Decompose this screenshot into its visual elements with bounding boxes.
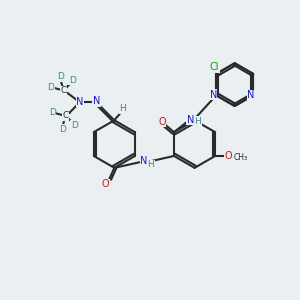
Text: D: D: [57, 72, 64, 81]
Text: N: N: [209, 90, 217, 100]
Text: D: D: [49, 108, 56, 117]
Text: N: N: [93, 96, 100, 106]
Text: H: H: [194, 117, 201, 126]
Text: Cl: Cl: [210, 62, 219, 72]
Text: H: H: [148, 160, 154, 169]
Text: N: N: [76, 97, 84, 107]
Text: O: O: [102, 179, 109, 189]
Text: D: D: [59, 125, 66, 134]
Text: D: D: [47, 83, 54, 92]
Text: N: N: [247, 90, 255, 100]
Text: D: D: [69, 76, 76, 85]
Text: C: C: [62, 111, 68, 120]
Text: O: O: [158, 117, 166, 127]
Text: N: N: [140, 156, 148, 166]
Text: D: D: [71, 121, 78, 130]
Text: N: N: [187, 115, 194, 125]
Text: C: C: [61, 86, 67, 95]
Text: H: H: [119, 104, 126, 113]
Text: CH₃: CH₃: [234, 153, 248, 162]
Text: O: O: [224, 151, 232, 161]
